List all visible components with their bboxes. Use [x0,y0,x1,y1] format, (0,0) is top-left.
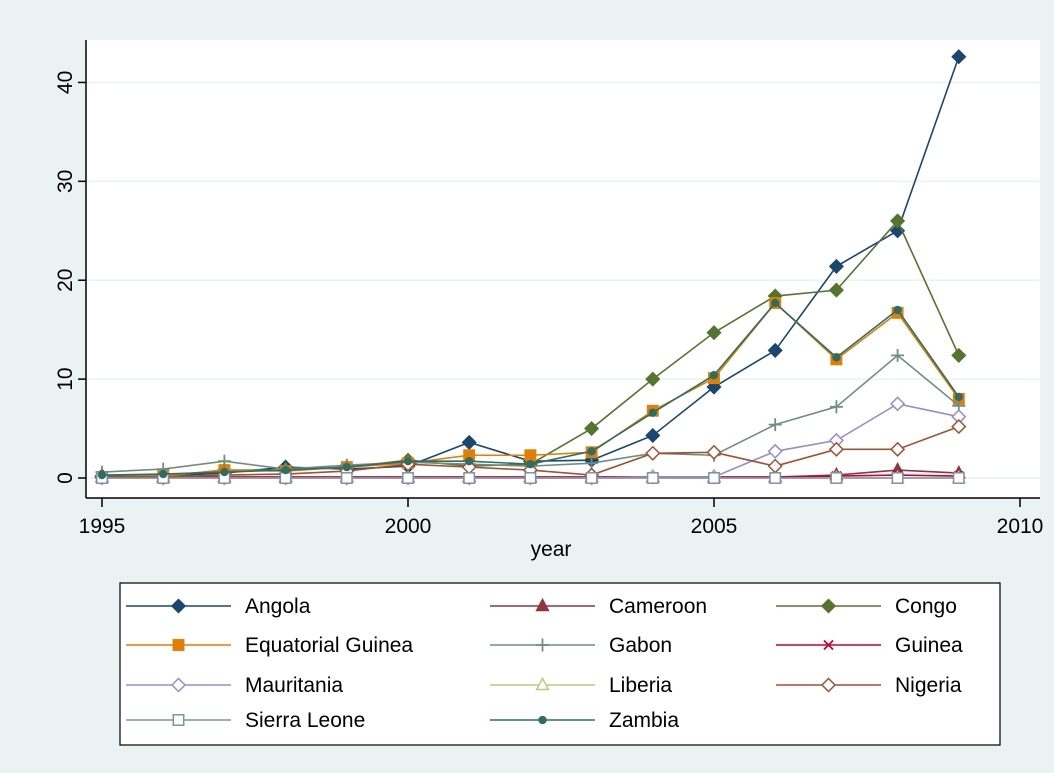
data-point-zambia-2004 [649,409,656,416]
data-point-sierra-leone-2003 [586,473,596,483]
data-point-sierra-leone-2005 [709,473,719,483]
data-point-zambia-2008 [894,306,901,313]
data-point-zambia-2000 [404,458,411,465]
legend-marker-sierra-leone [173,715,183,725]
data-point-zambia-2009 [955,393,962,400]
legend-label-sierra-leone: Sierra Leone [245,709,365,732]
legend-label-equatorial-guinea: Equatorial Guinea [245,634,413,657]
legend-label-liberia: Liberia [609,674,672,697]
legend-marker-equatorial-guinea [173,640,183,650]
data-point-zambia-2006 [772,299,779,306]
x-tick-label-1995: 1995 [79,515,126,538]
legend: Angola Cameroon Congo Equatorial Guinea Gabo… [120,583,1000,745]
legend-label-gabon: Gabon [609,634,672,657]
y-tick-label-0: 0 [54,472,77,484]
data-point-zambia-1999 [343,464,350,471]
legend-label-congo: Congo [895,595,957,618]
data-point-zambia-2007 [833,354,840,361]
data-point-sierra-leone-2007 [831,473,841,483]
data-point-zambia-1997 [221,468,228,475]
data-point-sierra-leone-2006 [770,473,780,483]
data-point-zambia-1996 [160,470,167,477]
legend-label-zambia: Zambia [609,709,679,732]
x-tick-label-2000: 2000 [385,515,432,538]
data-point-zambia-1995 [98,471,105,478]
data-point-sierra-leone-2004 [648,473,658,483]
data-point-sierra-leone-2001 [464,473,474,483]
plot-area [86,40,1040,498]
data-point-equatorial-guinea-2002 [525,450,535,460]
data-point-sierra-leone-1998 [280,473,290,483]
x-tick-label-2010: 2010 [997,515,1044,538]
legend-label-angola: Angola [245,595,311,618]
data-point-sierra-leone-2008 [892,473,902,483]
data-point-zambia-2002 [527,461,534,468]
data-point-zambia-1998 [282,467,289,474]
data-point-sierra-leone-2002 [525,473,535,483]
data-point-sierra-leone-2009 [954,473,964,483]
legend-marker-zambia [539,716,546,723]
legend-label-mauritania: Mauritania [245,674,343,697]
legend-label-cameroon: Cameroon [609,595,707,618]
legend-label-nigeria: Nigeria [895,674,962,697]
legend-label-guinea: Guinea [895,634,963,657]
data-point-zambia-2005 [710,372,717,379]
x-tick-label-2005: 2005 [691,515,738,538]
data-point-zambia-2001 [466,458,473,465]
data-point-sierra-leone-2000 [403,473,413,483]
y-tick-label-30: 30 [54,170,77,193]
y-tick-label-40: 40 [54,71,77,94]
y-tick-label-10: 10 [54,367,77,390]
y-tick-label-20: 20 [54,269,77,292]
x-axis-label: year [531,538,572,561]
data-point-zambia-2003 [588,448,595,455]
data-point-sierra-leone-1999 [342,473,352,483]
